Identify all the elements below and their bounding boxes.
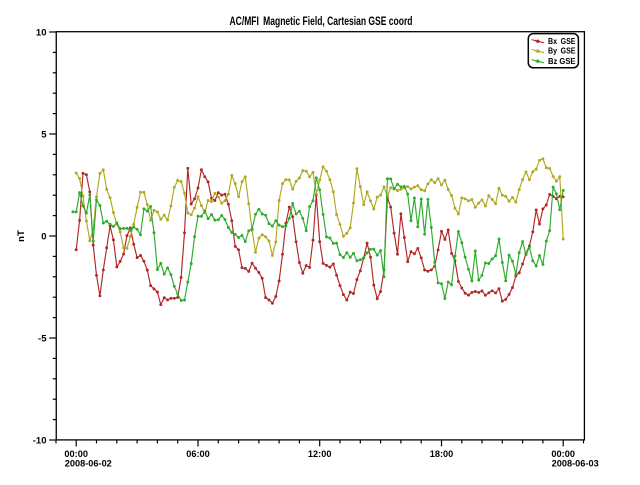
svg-text:-5: -5	[38, 333, 47, 344]
svg-text:nT: nT	[16, 230, 27, 242]
svg-text:2008-06-02: 2008-06-02	[65, 459, 112, 469]
svg-text:By GSE: By GSE	[548, 47, 576, 56]
svg-text:0: 0	[41, 231, 46, 242]
svg-text:18:00: 18:00	[430, 449, 454, 459]
svg-text:06:00: 06:00	[186, 449, 210, 459]
svg-text:Bz GSE: Bz GSE	[548, 57, 576, 66]
svg-text:12:00: 12:00	[308, 449, 332, 459]
svg-text:-10: -10	[33, 435, 47, 446]
svg-text:00:00: 00:00	[551, 449, 575, 459]
svg-text:00:00: 00:00	[64, 449, 88, 459]
svg-text:10: 10	[36, 27, 47, 38]
svg-text:5: 5	[41, 129, 47, 140]
svg-text:Bx GSE: Bx GSE	[548, 37, 576, 46]
svg-text:2008-06-03: 2008-06-03	[552, 459, 599, 469]
svg-text:AC/MFI Magnetic Field, Cartesi: AC/MFI Magnetic Field, Cartesian GSE coo…	[230, 16, 413, 28]
